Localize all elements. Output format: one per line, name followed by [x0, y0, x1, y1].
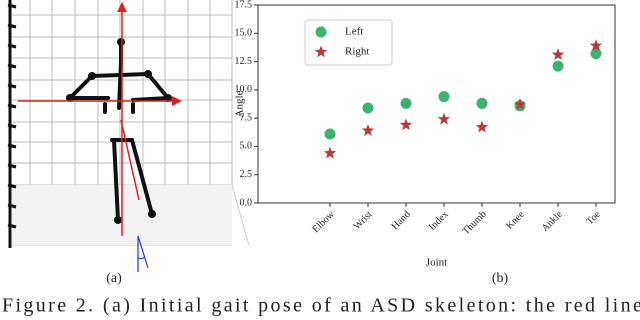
y-tick-label: 17.5: [235, 0, 253, 10]
x-tick-label: Hand: [390, 209, 413, 232]
skeleton: [66, 38, 172, 224]
legend-label: Right: [345, 46, 369, 58]
joint: [66, 94, 74, 102]
legend-label: Left: [345, 26, 363, 38]
circle-marker: [552, 60, 564, 72]
x-tick-label: Thumb: [461, 209, 489, 237]
x-tick-label: Elbow: [311, 208, 338, 235]
star-marker: [323, 146, 337, 159]
panel-label: (a): [106, 271, 122, 286]
plot-frame: [257, 4, 616, 204]
bone: [112, 138, 120, 222]
floor-grid: [231, 184, 250, 246]
circle-marker: [476, 97, 488, 109]
joint: [164, 94, 172, 102]
circle-marker: [400, 97, 412, 109]
circle-marker: [362, 102, 374, 114]
y-tick-label: 5.0: [240, 141, 253, 152]
circle-marker: [315, 26, 327, 38]
legend-box: [304, 19, 393, 66]
y-tick-label: 15.0: [235, 28, 253, 39]
x-tick-label: Index: [427, 209, 451, 233]
joint: [117, 38, 125, 46]
x-axis-label: Joint: [426, 257, 447, 269]
star-marker: [475, 120, 489, 133]
angle-line: [137, 235, 149, 269]
y-tick-label: 10.0: [235, 84, 253, 95]
star-marker: [551, 48, 565, 61]
joint: [148, 210, 156, 218]
circle-marker: [590, 48, 602, 60]
star-marker: [361, 124, 375, 136]
y-axis-label: Angle: [234, 90, 246, 117]
star-marker: [513, 98, 527, 110]
x-tick-label: Knee: [504, 209, 527, 232]
star-marker: [589, 39, 603, 51]
joint: [114, 216, 122, 224]
x-tick-label: Toe: [584, 209, 603, 228]
circle-marker: [438, 91, 450, 103]
x-tick-label: Ankle: [540, 209, 565, 234]
panel-label: (b): [492, 271, 509, 286]
trunk-line: [120, 119, 140, 201]
arrow: [172, 96, 182, 106]
skeleton-panel: (a): [7, 0, 250, 286]
arrow: [117, 2, 127, 12]
x-tick-label: Wrist: [352, 209, 375, 232]
bone: [131, 96, 170, 102]
y-tick-label: 12.5: [235, 56, 253, 67]
star-marker: [399, 118, 413, 131]
caption: Figure 2. (a) Initial gait pose of an AS…: [2, 295, 640, 317]
circle-marker: [324, 128, 336, 140]
y-tick-label: 7.5: [240, 112, 253, 123]
joint: [144, 70, 152, 78]
bone: [130, 138, 154, 216]
y-tick-label: 2.5: [240, 169, 253, 180]
bone: [68, 74, 94, 100]
star-marker: [314, 45, 328, 58]
joint: [88, 72, 96, 80]
angle-arc: [137, 255, 146, 260]
y-tick-label: 0.0: [240, 197, 253, 208]
bone: [146, 72, 170, 100]
star-marker: [437, 112, 451, 125]
